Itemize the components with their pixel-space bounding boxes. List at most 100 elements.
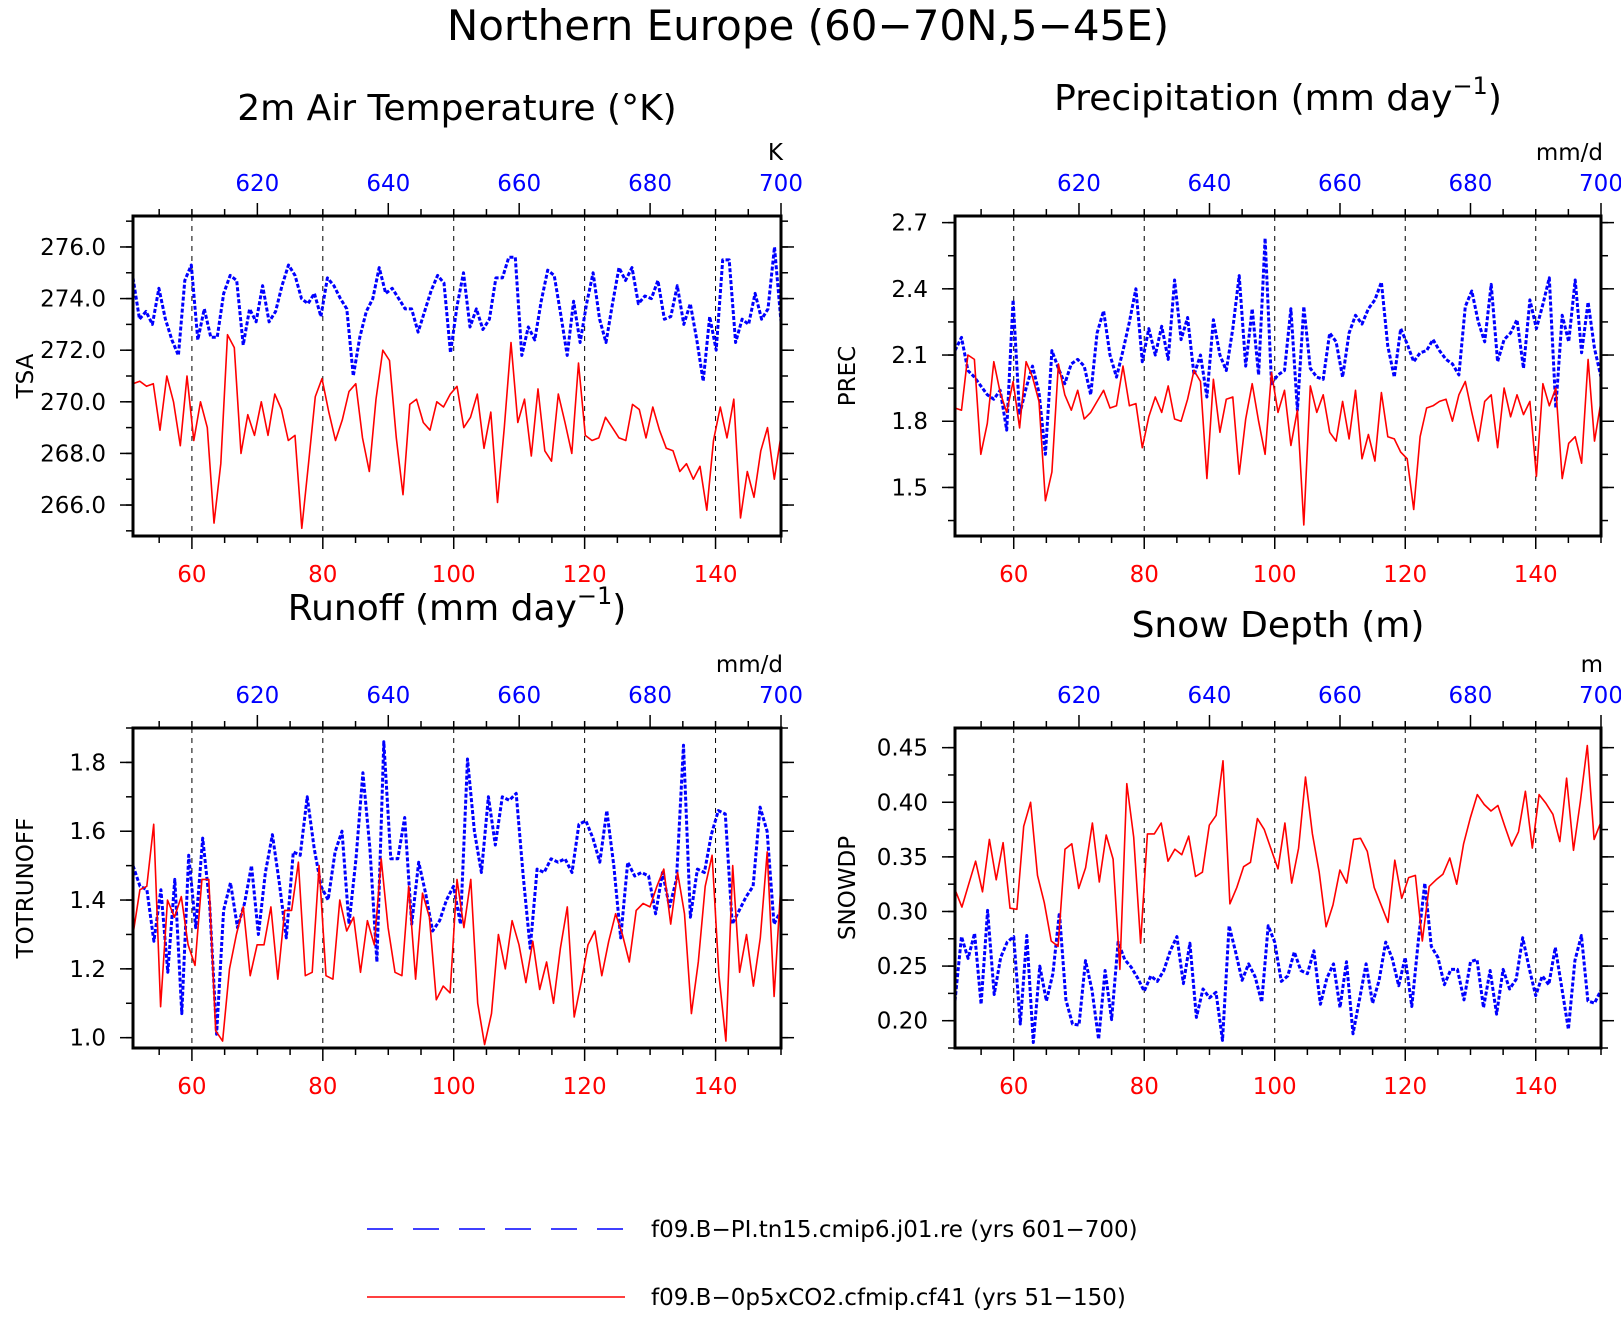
series-red-line (133, 823, 781, 1046)
series-blue-line (955, 881, 1601, 1044)
chart-title-superscript: −1 (1452, 72, 1487, 100)
plot-frame (953, 726, 1603, 1050)
series-red-line (955, 354, 1601, 526)
y-tick-label: 276.0 (40, 235, 106, 261)
chart-title-text: 2m Air Temperature (°K) (237, 88, 676, 129)
top-x-tick-label: 620 (1057, 171, 1101, 197)
y-tick-label: 1.2 (69, 957, 106, 983)
x-tick-label: 60 (177, 1074, 206, 1100)
top-x-tick-label: 700 (1579, 683, 1621, 709)
plot-frame (131, 726, 783, 1050)
y-tick-label: 274.0 (40, 287, 106, 313)
chart-title-text: Snow Depth (m) (1132, 605, 1425, 646)
x-tick-label: 120 (563, 562, 607, 588)
x-tick-label: 120 (1383, 1074, 1427, 1100)
top-x-tick-label: 660 (1318, 683, 1362, 709)
y-axis-label: TSA (13, 353, 39, 399)
legend: f09.B−PI.tn15.cmip6.j01.re (yrs 601−700)… (367, 1217, 1138, 1311)
top-x-tick-label: 700 (1579, 171, 1621, 197)
chart-title-text: Precipitation (mm day (1054, 78, 1452, 119)
top-x-tick-label: 620 (235, 683, 279, 709)
top-x-tick-label: 680 (628, 171, 672, 197)
y-tick-label: 1.4 (69, 888, 106, 914)
units-label: mm/d (1536, 140, 1603, 166)
top-x-tick-label: 700 (759, 683, 803, 709)
y-tick-label: 0.35 (877, 845, 928, 871)
x-tick-label: 60 (999, 562, 1028, 588)
y-tick-label: 270.0 (40, 390, 106, 416)
top-x-tick-label: 660 (497, 683, 541, 709)
chart-panel-3: Runoff (mm day−1) mm/d TOTRUNOFF 60 80 100 120… (13, 582, 803, 1100)
y-tick-label: 268.0 (40, 441, 106, 467)
x-tick-label: 80 (1130, 1074, 1159, 1100)
top-x-tick-label: 620 (1057, 683, 1101, 709)
top-x-tick-label: 660 (1318, 171, 1362, 197)
units-label: mm/d (716, 652, 783, 678)
y-tick-label: 1.0 (69, 1026, 106, 1052)
chart-title-text: Runoff (mm day (288, 588, 577, 629)
chart-panel-1: 2m Air Temperature (°K) K TSA 60 80 100 120 140… (13, 88, 803, 588)
y-tick-label: 0.20 (877, 1009, 928, 1035)
chart-title: Snow Depth (m) (1132, 605, 1425, 646)
plot-frame (953, 214, 1603, 538)
x-tick-label: 80 (308, 1074, 337, 1100)
y-tick-label: 0.30 (877, 899, 928, 925)
chart-title-superscript: −1 (577, 582, 612, 610)
top-x-tick-label: 680 (628, 683, 672, 709)
y-axis-label: TOTRUNOFF (13, 818, 39, 960)
y-tick-label: 1.6 (69, 819, 106, 845)
y-tick-label: 0.45 (877, 736, 928, 762)
x-tick-label: 100 (432, 1074, 476, 1100)
series-red-line (133, 333, 781, 530)
x-tick-label: 100 (1253, 562, 1297, 588)
units-label: K (768, 140, 784, 166)
y-tick-label: 2.4 (891, 277, 928, 303)
units-label: m (1581, 652, 1603, 678)
plot-frame (131, 214, 783, 538)
y-tick-label: 0.25 (877, 954, 928, 980)
y-tick-label: 1.8 (891, 409, 928, 435)
chart-title-close: ) (612, 588, 626, 629)
x-tick-label: 80 (308, 562, 337, 588)
series-red-line (955, 744, 1601, 971)
top-x-tick-label: 640 (1188, 683, 1232, 709)
y-tick-label: 0.40 (877, 790, 928, 816)
chart-panels: 2m Air Temperature (°K) K TSA 60 80 100 120 140… (13, 72, 1621, 1100)
top-x-tick-label: 700 (759, 171, 803, 197)
x-tick-label: 60 (177, 562, 206, 588)
y-tick-label: 2.1 (891, 343, 928, 369)
top-x-tick-label: 660 (497, 171, 541, 197)
x-tick-label: 140 (694, 562, 738, 588)
y-axis-label: PREC (835, 346, 861, 406)
x-tick-label: 140 (694, 1074, 738, 1100)
y-tick-label: 272.0 (40, 338, 106, 364)
legend-label-1: f09.B−PI.tn15.cmip6.j01.re (yrs 601−700) (651, 1217, 1138, 1243)
x-tick-label: 120 (1383, 562, 1427, 588)
y-tick-label: 2.7 (891, 211, 928, 237)
x-tick-label: 100 (1253, 1074, 1297, 1100)
chart-panel-2: Precipitation (mm day−1) mm/d PREC 60 80 100 1… (835, 72, 1621, 588)
x-tick-label: 120 (563, 1074, 607, 1100)
top-x-tick-label: 640 (366, 171, 410, 197)
x-tick-label: 140 (1514, 562, 1558, 588)
top-x-tick-label: 620 (235, 171, 279, 197)
y-tick-label: 266.0 (40, 493, 106, 519)
y-tick-label: 1.8 (69, 750, 106, 776)
legend-label-2: f09.B−0p5xCO2.cfmip.cf41 (yrs 51−150) (651, 1285, 1126, 1311)
x-tick-label: 80 (1130, 562, 1159, 588)
top-x-tick-label: 640 (366, 683, 410, 709)
figure-title: Northern Europe (60−70N,5−45E) (447, 1, 1169, 50)
x-tick-label: 100 (432, 562, 476, 588)
chart-title: Precipitation (mm day−1) (1054, 72, 1502, 119)
chart-title: 2m Air Temperature (°K) (237, 88, 676, 129)
chart-title: Runoff (mm day−1) (288, 582, 627, 629)
top-x-tick-label: 680 (1449, 171, 1493, 197)
x-tick-label: 60 (999, 1074, 1028, 1100)
series-blue-line (133, 245, 781, 383)
chart-title-close: ) (1488, 78, 1502, 119)
series-blue-line (955, 236, 1601, 456)
top-x-tick-label: 680 (1449, 683, 1493, 709)
chart-panel-4: Snow Depth (m) m SNOWDP 60 80 100 120 140 620 640… (835, 605, 1621, 1100)
x-tick-label: 140 (1514, 1074, 1558, 1100)
